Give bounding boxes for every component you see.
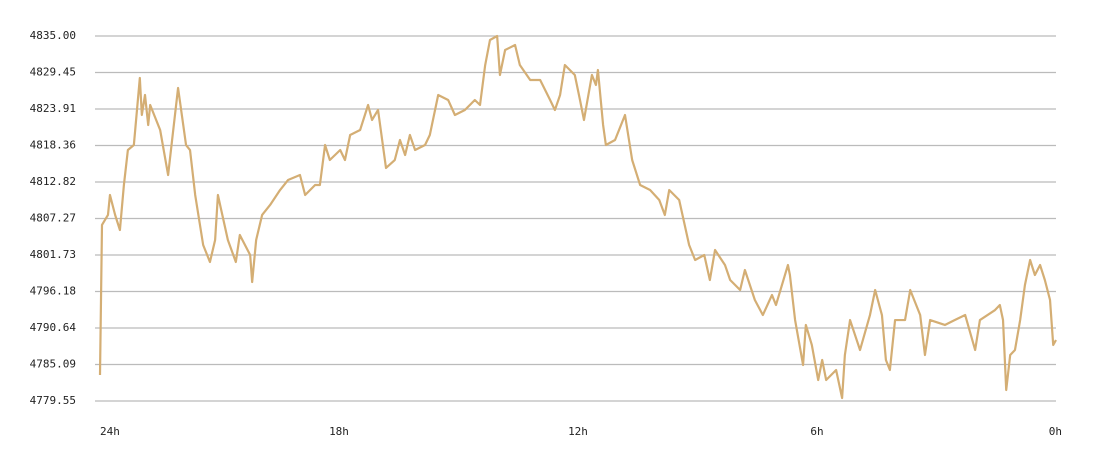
- y-tick-label: 4779.55: [30, 394, 76, 407]
- y-tick-label: 4823.91: [30, 102, 76, 115]
- y-tick-label: 4796.18: [30, 285, 76, 298]
- y-tick-label: 4790.64: [30, 321, 77, 334]
- x-tick-label: 6h: [810, 425, 823, 438]
- x-tick-label: 0h: [1049, 425, 1062, 438]
- y-tick-label: 4835.00: [30, 29, 76, 42]
- y-tick-label: 4818.36: [30, 139, 76, 152]
- y-tick-label: 4829.45: [30, 66, 76, 79]
- y-tick-label: 4801.73: [30, 248, 76, 261]
- x-tick-label: 24h: [100, 425, 120, 438]
- x-tick-label: 18h: [329, 425, 349, 438]
- y-tick-label: 4812.82: [30, 175, 76, 188]
- y-tick-label: 4807.27: [30, 212, 76, 225]
- x-tick-label: 12h: [568, 425, 588, 438]
- price-line: [98, 34, 1057, 400]
- y-tick-label: 4785.09: [30, 358, 76, 371]
